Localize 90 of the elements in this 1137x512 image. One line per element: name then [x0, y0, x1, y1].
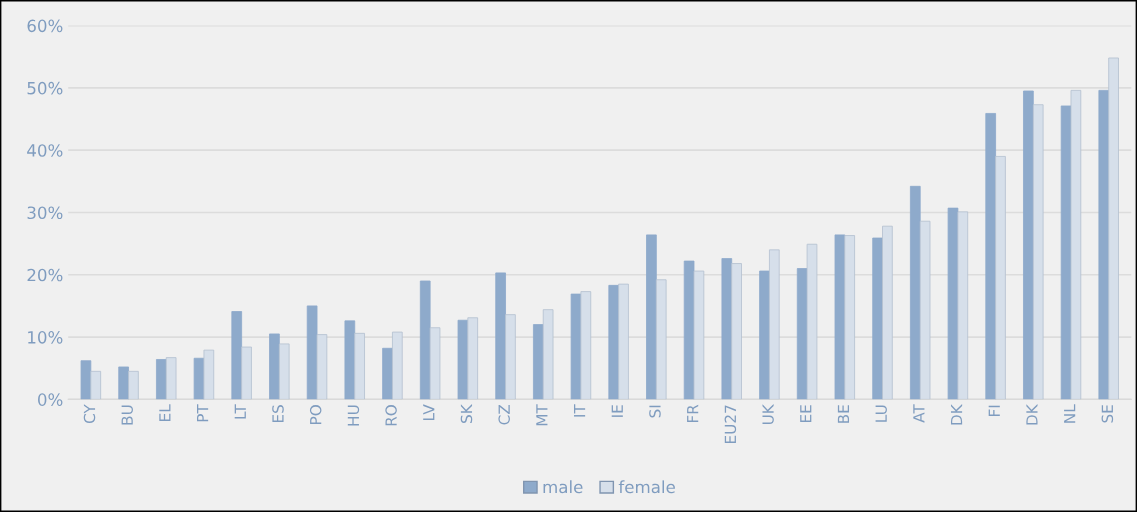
bar [882, 225, 893, 400]
bar [269, 333, 280, 400]
x-tick-label: HU [347, 405, 360, 426]
y-tick-label: 0% [38, 393, 63, 406]
bar [919, 220, 931, 400]
bar [1023, 90, 1034, 400]
bar [241, 346, 252, 400]
bar [721, 258, 733, 400]
x-tick-label: AT [913, 404, 925, 423]
bar [580, 291, 592, 400]
bar [731, 263, 742, 400]
x-tick-label: IE [611, 405, 623, 417]
bar [90, 370, 102, 400]
bar [834, 234, 846, 400]
y-tick-label: 60% [27, 19, 63, 33]
bar [354, 332, 365, 400]
bar [457, 319, 469, 400]
x-tick-label: PO [309, 405, 322, 424]
bar [193, 357, 205, 400]
bar [570, 293, 582, 400]
x-tick-label: SE [1101, 405, 1114, 423]
bar [1098, 89, 1110, 400]
x-tick-label: LT [234, 404, 246, 419]
x-tick-label: UK [762, 403, 774, 425]
bar [495, 272, 506, 400]
x-tick-label: SI [649, 405, 661, 418]
bar [844, 235, 856, 400]
x-tick-label: LV [423, 404, 435, 420]
bar [392, 331, 403, 400]
x-tick-label: PT [197, 404, 209, 422]
bar [382, 347, 393, 400]
y-tick-label: 30% [27, 206, 63, 220]
bar [278, 343, 290, 400]
y-tick-label: 40% [27, 144, 63, 157]
bar [344, 320, 356, 400]
bar [429, 327, 441, 400]
x-tick-label: RO [385, 405, 397, 426]
bar [316, 334, 328, 400]
y-tick-label: 50% [27, 81, 63, 95]
bar [306, 305, 318, 400]
bar [231, 311, 243, 400]
x-tick-label: CY [83, 404, 96, 424]
x-tick-label: IT [574, 404, 586, 417]
x-tick-label: BE [837, 405, 850, 423]
bar [156, 359, 167, 400]
legend-label: female [618, 480, 675, 494]
bar [80, 360, 92, 400]
bar [985, 113, 997, 400]
bar [1108, 57, 1119, 400]
bar [693, 270, 705, 400]
bar [165, 357, 177, 400]
bar [533, 324, 544, 400]
x-tick-label: DK [950, 403, 963, 425]
bar [467, 317, 479, 400]
bar [203, 349, 215, 400]
x-tick-label: FI [988, 405, 1000, 417]
x-tick-label: CZ [498, 404, 510, 425]
x-tick-label: BU [121, 405, 133, 425]
x-tick-label: EE [800, 405, 812, 423]
y-tick-label: 20% [27, 268, 63, 282]
x-tick-label: SK [460, 403, 473, 423]
bar [128, 370, 139, 400]
y-tick-label: 10% [28, 331, 63, 344]
x-tick-label: FR [687, 404, 699, 423]
legend-label: male [543, 480, 583, 494]
bar [957, 211, 969, 400]
bar [759, 270, 770, 400]
bar [995, 156, 1006, 400]
bar [608, 284, 620, 400]
bar [542, 309, 554, 400]
bar [768, 249, 780, 400]
bar [505, 314, 516, 400]
x-tick-label: ES [272, 405, 284, 423]
bar [118, 366, 129, 400]
bar [909, 185, 921, 400]
x-tick-label: DK [1026, 403, 1038, 425]
bar [618, 283, 629, 400]
x-tick-label: MT [536, 404, 548, 426]
x-tick-label: LU [875, 405, 887, 422]
x-tick-label: NL [1064, 404, 1076, 423]
x-tick-label: EL [159, 404, 171, 421]
bar [806, 243, 818, 400]
bar [655, 279, 667, 400]
bar [1032, 104, 1044, 400]
bar [419, 280, 431, 400]
x-tick-label: EU27 [724, 405, 737, 443]
bar [1070, 89, 1082, 400]
bar [947, 207, 959, 400]
bar [872, 237, 883, 400]
bar [646, 234, 657, 400]
